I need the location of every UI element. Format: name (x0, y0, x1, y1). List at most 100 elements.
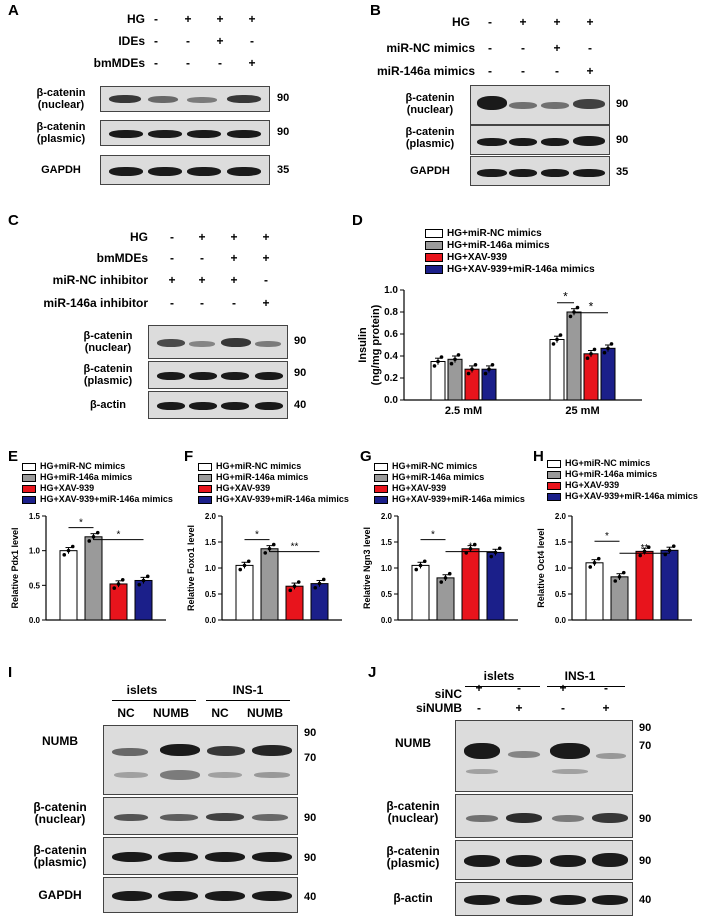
data-point (568, 314, 573, 319)
legend-item: HG+XAV-939 (198, 483, 349, 494)
a-sign: - (218, 56, 222, 70)
a-sign: - (186, 56, 190, 70)
row-label-nc-mimics-b: miR-NC mimics (386, 41, 475, 55)
blot-b-gapdh (470, 156, 610, 186)
legend-swatch (374, 462, 388, 471)
y-tick-label: 1.0 (381, 564, 393, 573)
legend-label: HG+miR-146a mimics (216, 472, 309, 482)
data-point (66, 548, 71, 553)
y-tick-label: 1.0 (555, 564, 567, 573)
y-axis-label: Relative Ngn3 level (362, 527, 372, 609)
blot-label-b-nuclear: β-catenin (nuclear) (405, 92, 455, 116)
bar (84, 536, 103, 621)
blot-i-gapdh (103, 877, 298, 913)
legend-swatch (547, 481, 561, 490)
legend-label: HG+miR-146a mimics (392, 472, 485, 482)
blot-label-b-gapdh: GAPDH (410, 165, 450, 177)
blot-label-j-numb: NUMB (395, 736, 431, 750)
panel-label-g: G (360, 448, 372, 465)
data-point (575, 305, 580, 310)
a-sign: - (186, 34, 190, 48)
data-point (642, 549, 647, 554)
bar (59, 550, 78, 621)
bar (660, 549, 679, 621)
panel-label-i: I (8, 664, 13, 681)
mw-b-2: 90 (616, 134, 629, 146)
blot-label-i-numb: NUMB (42, 734, 78, 748)
c-sign: + (262, 230, 270, 244)
panel-label-b: B (370, 2, 381, 19)
row-label-146a-inhibitor-c: miR-146a inhibitor (43, 296, 148, 310)
data-point (555, 337, 559, 342)
mw-c-3: 40 (294, 399, 307, 411)
data-point (487, 367, 491, 371)
row-label-hg-a: HG (127, 12, 145, 26)
data-point (292, 584, 297, 588)
bar (447, 358, 463, 401)
legend-swatch (374, 473, 388, 482)
data-point (551, 342, 556, 346)
data-point (468, 546, 473, 551)
b-sign: - (488, 64, 492, 78)
bar (260, 548, 279, 621)
panel-label-a: A (8, 2, 19, 19)
data-point (667, 548, 672, 553)
legend-f: HG+miR-NC mimics HG+miR-146a mimics HG+XAV… (198, 461, 349, 505)
legend-item: HG+XAV-939 (547, 480, 698, 491)
c-sign: + (262, 296, 270, 310)
data-point (572, 310, 576, 314)
bar (635, 550, 654, 621)
blot-a-plasmic (100, 120, 270, 146)
y-tick-label: 0.0 (381, 616, 393, 625)
c-sign: - (232, 296, 236, 310)
data-point (91, 535, 96, 539)
row-label-sinc-j: siNC (434, 687, 462, 701)
data-point (112, 586, 117, 590)
mw-b-3: 35 (616, 166, 629, 178)
legend-swatch (22, 484, 36, 493)
data-point (646, 545, 651, 549)
a-sign: - (250, 34, 254, 48)
c-sign: + (198, 273, 206, 287)
y-tick-label: 0.6 (384, 329, 398, 340)
data-point (472, 542, 477, 547)
group-line (465, 686, 540, 687)
legend-swatch (198, 495, 212, 504)
legend-item: HG+XAV-939 (22, 483, 173, 494)
blot-j-actin (455, 882, 633, 916)
y-tick-label: 0.0 (555, 616, 567, 625)
legend-swatch (547, 470, 561, 479)
y-tick-label: 1.5 (29, 512, 41, 521)
x-tick-label: 25 mM (565, 405, 599, 417)
y-tick-label: 1.5 (205, 538, 217, 547)
data-point (145, 574, 150, 579)
blot-label-a-plasmic: β-catenin (plasmic) (36, 121, 86, 145)
data-point (87, 539, 92, 543)
y-tick-label: 0.5 (381, 590, 393, 599)
legend-item: HG+XAV-939+miR-146a mimics (374, 494, 525, 505)
group-label-islets-i: islets (126, 683, 158, 697)
b-sign: + (586, 64, 594, 78)
y-tick-label: 1.5 (555, 538, 567, 547)
group-label-ins1-i: INS-1 (232, 683, 264, 697)
c-sign: + (230, 230, 238, 244)
blot-a-gapdh (100, 155, 270, 185)
data-point (242, 563, 247, 568)
data-point (246, 559, 251, 564)
c-sign: + (168, 273, 176, 287)
legend-swatch (425, 228, 443, 238)
bar (285, 585, 304, 621)
group-label-islets-j: islets (483, 669, 515, 683)
blot-label-j-actin: β-actin (393, 891, 433, 905)
legend-label: HG+miR-146a mimics (40, 472, 133, 482)
mw-b-1: 90 (616, 98, 629, 110)
bar (610, 576, 629, 621)
b-sign: - (555, 64, 559, 78)
data-point (432, 364, 437, 368)
mw-j-1: 90 (639, 722, 652, 734)
data-point (62, 553, 67, 557)
data-point (588, 565, 593, 569)
blot-a-nuclear (100, 86, 270, 112)
blot-c-nuclear (148, 325, 288, 359)
